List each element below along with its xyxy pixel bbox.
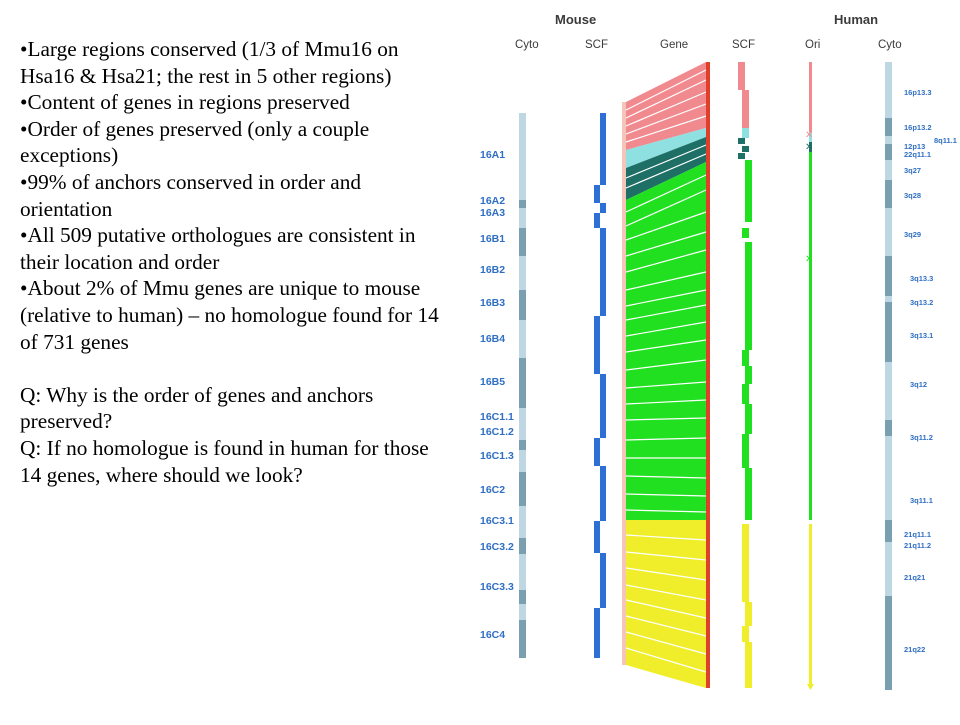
human-band-label: 21q21 (904, 573, 925, 582)
human-band-label: 12p13 (904, 142, 925, 151)
mouse-band-label: 16C1.3 (480, 450, 514, 462)
note-bullet: 99% of anchors conserved in order and or… (20, 169, 440, 222)
mouse-band-label: 16C3.2 (480, 541, 514, 553)
human-band-label: 3q27 (904, 166, 921, 175)
col-gene: Gene (660, 39, 688, 51)
human-scf-bar (738, 62, 752, 688)
human-band-label: 3q11.2 (910, 433, 933, 442)
human-band-label: 21q11.2 (904, 541, 931, 550)
col-mouse-cyto: Cyto (515, 39, 539, 51)
human-band-label: 3q29 (904, 230, 921, 239)
col-mouse-scf: SCF (585, 39, 608, 51)
mouse-band-label: 16B4 (480, 333, 505, 345)
col-human-cyto: Cyto (878, 39, 902, 51)
mouse-band-label: 16C1.1 (480, 411, 514, 423)
mouse-band-label: 16A3 (480, 207, 505, 219)
mouse-band-label: 16A2 (480, 195, 505, 207)
human-band-label: 21q22 (904, 645, 925, 654)
human-band-label: 21q11.1 (904, 530, 931, 539)
mouse-band-label: 16B3 (480, 297, 505, 309)
human-band-label: 16p13.2 (904, 123, 932, 132)
col-ori: Ori (805, 39, 820, 51)
human-band-label: 3q13.2 (910, 298, 933, 307)
human-band-label: 3q28 (904, 191, 921, 200)
mouse-band-label: 16C3.1 (480, 515, 514, 527)
note-bullet: Order of genes preserved (only a couple … (20, 116, 440, 169)
human-cyto-bar (885, 62, 892, 690)
svg-text:✕: ✕ (805, 142, 813, 153)
mouse-band-label: 16C2 (480, 484, 505, 496)
mouse-band-label: 16C4 (480, 629, 505, 641)
mouse-band-label: 16B1 (480, 233, 505, 245)
note-bullet: Large regions conserved (1/3 of Mmu16 on… (20, 36, 440, 89)
ori-bar: ✕ ✕ ✕ (805, 62, 814, 690)
mouse-band-label: 16B5 (480, 376, 505, 388)
human-band-label: 22q11.1 (904, 150, 931, 159)
human-band-label: 3q13.1 (910, 331, 933, 340)
mouse-band-label: 16C1.2 (480, 426, 514, 438)
svg-text:✕: ✕ (805, 254, 813, 265)
human-band-label: 16p13.3 (904, 88, 932, 97)
species-human: Human (834, 12, 878, 27)
human-band-label: 3q12 (910, 380, 927, 389)
mouse-scf-bar (594, 113, 606, 658)
synteny-figure: Mouse Human Cyto SCF Gene SCF Ori Cyto 1… (470, 0, 960, 720)
note-bullet: About 2% of Mmu genes are unique to mous… (20, 275, 440, 355)
mouse-band-label: 16A1 (480, 149, 505, 161)
question: Q: If no homologue is found in human for… (20, 435, 429, 487)
human-band-label: 3q11.1 (910, 496, 933, 505)
human-band-label: 3q13.3 (910, 274, 933, 283)
mouse-band-label: 16B2 (480, 264, 505, 276)
note-bullet: Content of genes in regions preserved (20, 89, 440, 116)
note-bullet: All 509 putative orthologues are consist… (20, 222, 440, 275)
col-human-scf: SCF (732, 39, 755, 51)
species-mouse: Mouse (555, 12, 596, 27)
notes-text: Large regions conserved (1/3 of Mmu16 on… (20, 36, 440, 488)
mouse-cyto-bar (519, 113, 526, 658)
synteny-svg: Mouse Human Cyto SCF Gene SCF Ori Cyto 1… (480, 12, 957, 690)
mouse-band-label: 16C3.3 (480, 581, 514, 593)
svg-text:✕: ✕ (805, 130, 813, 141)
question: Q: Why is the order of genes and anchors… (20, 382, 374, 434)
gene-mapping (622, 62, 710, 688)
human-band-label: 8q11.1 (934, 136, 957, 145)
